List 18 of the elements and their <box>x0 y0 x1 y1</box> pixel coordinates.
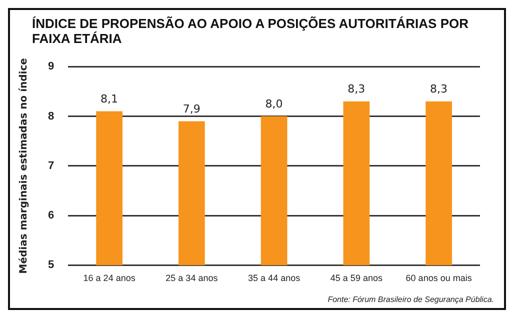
data-label: 8,3 <box>348 82 366 96</box>
source-note: Fonte: Fórum Brasileiro de Segurança Pública. <box>328 295 494 304</box>
data-label: 8,3 <box>430 82 448 96</box>
x-tick-label: 45 a 59 anos <box>330 273 383 284</box>
data-label: 8,0 <box>265 98 283 111</box>
x-tick-label: 25 a 34 anos <box>166 273 218 284</box>
y-tick-label: 8 <box>48 110 54 122</box>
data-label: 8,1 <box>100 92 118 106</box>
x-tick-label: 35 a 44 anos <box>248 273 301 284</box>
chart-title: ÍNDICE DE PROPENSÃO AO APOIO A POSIÇÕES AUTORITÁRIAS POR FAIXA ETÁRIA <box>31 15 470 46</box>
y-tick-label: 6 <box>48 210 54 222</box>
x-tick-label: 16 a 24 anos <box>83 273 136 284</box>
data-label: 7,9 <box>182 102 200 116</box>
y-tick-label: 9 <box>48 60 54 73</box>
y-tick-label: 7 <box>48 160 54 172</box>
y-tick-label: 5 <box>48 259 54 272</box>
y-axis-title: Médias marginais estimadas no índice <box>18 58 30 274</box>
x-tick-label: 60 anos ou mais <box>406 273 472 284</box>
